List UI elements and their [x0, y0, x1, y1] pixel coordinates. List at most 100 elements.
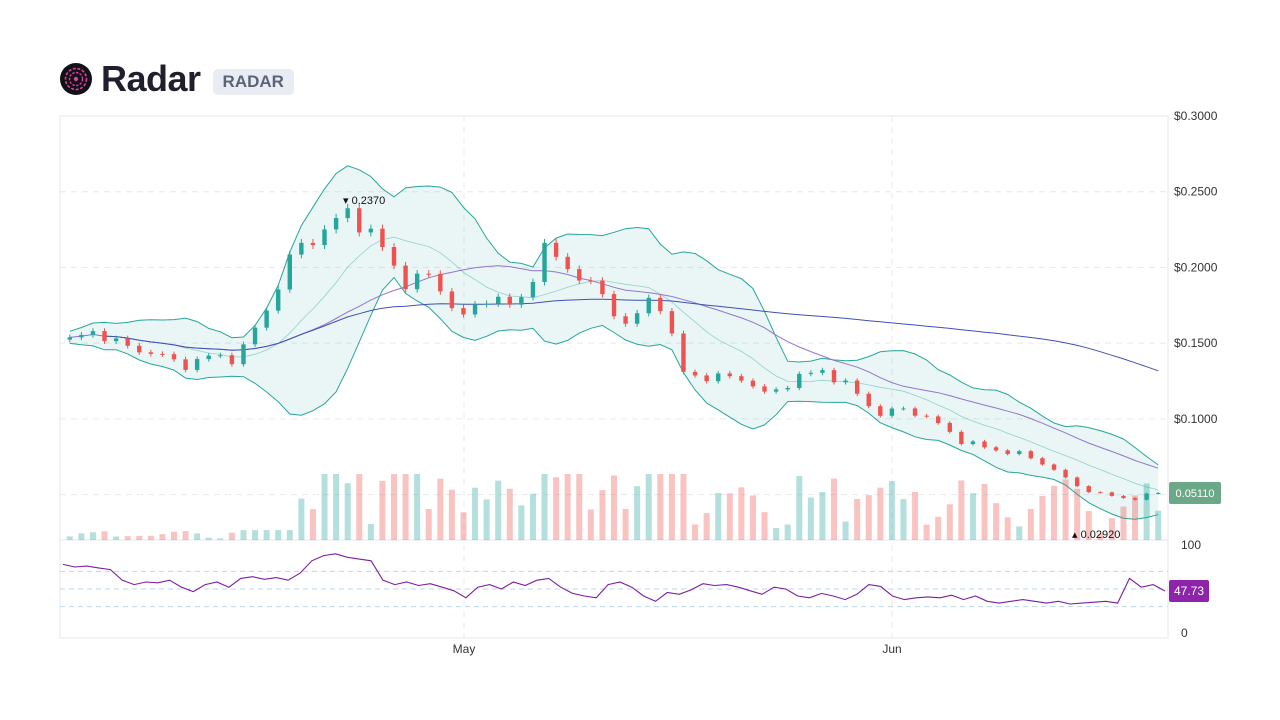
candle [669, 308, 675, 337]
candle [194, 356, 200, 373]
volume-bar [541, 474, 548, 540]
volume-bar [831, 478, 837, 540]
candle [449, 288, 455, 312]
volume-bar [807, 497, 814, 540]
volume-bar [506, 488, 513, 540]
volume-bar [124, 536, 131, 540]
candle-body [1132, 498, 1138, 500]
candle [854, 378, 860, 396]
candle-body [692, 371, 698, 376]
volume-bar [448, 489, 455, 540]
candle-body [461, 308, 466, 315]
candle-body [797, 373, 802, 389]
candle [1109, 491, 1115, 497]
candle [1132, 497, 1138, 501]
candle [762, 384, 767, 394]
candle-body [79, 334, 84, 338]
candle [79, 332, 84, 341]
volume-bar [113, 536, 120, 540]
volume-bar [1027, 508, 1034, 540]
volume-bar [252, 530, 259, 540]
volume-bar [1004, 517, 1011, 540]
volume-bar [159, 534, 166, 540]
candle-body [959, 431, 964, 445]
time-axis-label: Jun [882, 642, 901, 656]
candle-body [380, 228, 385, 248]
candle [333, 213, 339, 234]
candle [368, 224, 374, 237]
volume-bar [1132, 495, 1139, 540]
volume-bar [587, 509, 594, 540]
candle [820, 367, 825, 376]
candle [1086, 485, 1091, 494]
volume-bar [599, 490, 606, 540]
candle-body [125, 338, 130, 346]
volume-bar [1085, 511, 1092, 540]
candle [530, 278, 536, 301]
candle [739, 373, 744, 383]
volume-bar [460, 512, 467, 540]
candle-body [310, 242, 316, 246]
candle-body [67, 337, 72, 340]
volume-bar [495, 480, 502, 540]
candle-body [90, 331, 96, 335]
candle [90, 328, 96, 338]
volume-bar [1062, 479, 1069, 540]
candle [553, 238, 559, 261]
volume-bar [738, 487, 745, 540]
candle-body [1086, 486, 1091, 493]
candle-body [426, 273, 431, 275]
candle [403, 261, 408, 293]
candle-body [785, 388, 790, 390]
candle-body [472, 304, 478, 315]
volume-bar [749, 495, 756, 540]
candle [496, 293, 501, 307]
candle [993, 445, 999, 452]
volume-bar [888, 481, 895, 540]
candle-body [716, 373, 721, 382]
candle [310, 238, 316, 250]
price-axis-label: $0.3000 [1174, 109, 1218, 123]
volume-bar [286, 530, 293, 540]
candle-body [206, 355, 211, 360]
volume-bar [78, 533, 85, 540]
volume-bar [263, 530, 270, 540]
candle-body [252, 327, 258, 345]
ticker-badge: RADAR [212, 69, 294, 95]
volume-bar [379, 480, 386, 540]
candle-body [484, 303, 489, 305]
candle-body [507, 296, 512, 305]
candle [982, 439, 987, 449]
volume-bar [483, 499, 490, 540]
volume-bar [66, 536, 73, 540]
volume-bar [564, 474, 571, 540]
volume-bar [333, 474, 340, 540]
volume-bar [1120, 506, 1127, 540]
candle [750, 378, 756, 389]
candle-body [403, 265, 408, 290]
candle [716, 371, 721, 384]
candle-body [565, 256, 570, 270]
candle-body [854, 380, 860, 394]
candle [519, 293, 524, 308]
volume-bar [715, 493, 722, 540]
candle-body [438, 273, 443, 292]
candle-body [762, 386, 767, 392]
candle [866, 391, 871, 409]
coin-name: Radar [101, 58, 201, 99]
bollinger-upper-line [69, 165, 1159, 466]
candle-body [982, 441, 987, 448]
volume-bar [275, 530, 282, 540]
candle-body [148, 352, 154, 354]
volume-bar [634, 486, 641, 540]
candle [276, 286, 281, 314]
candle [380, 224, 385, 251]
volume-bar [796, 476, 803, 540]
candle-body [970, 441, 976, 445]
volume-bar [900, 499, 907, 540]
volume-bar [553, 477, 560, 540]
candle-body [160, 353, 165, 355]
candle-body [831, 370, 837, 383]
candle [241, 341, 246, 367]
